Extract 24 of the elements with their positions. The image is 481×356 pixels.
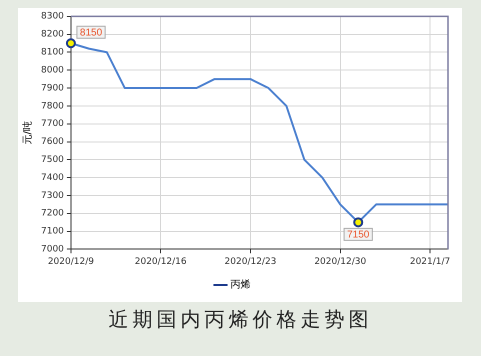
y-axis-title: 元/吨 (22, 121, 34, 144)
data-label: 8150 (80, 28, 103, 39)
y-tick-label: 8100 (41, 48, 64, 58)
y-tick-label: 7300 (41, 190, 64, 201)
y-tick-label: 8300 (41, 12, 64, 22)
x-tick-label: 2020/12/23 (224, 256, 276, 267)
y-tick-label: 7400 (41, 172, 64, 183)
y-tick-label: 7100 (41, 226, 64, 237)
x-tick-label: 2021/1/7 (410, 256, 450, 267)
y-tick-label: 7700 (41, 119, 64, 130)
y-tick-label: 7900 (41, 83, 64, 94)
x-tick-label: 2020/12/30 (314, 256, 366, 267)
y-tick-label: 7600 (41, 137, 64, 148)
y-tick-label: 7800 (41, 101, 64, 112)
y-tick-label: 7200 (41, 208, 64, 219)
x-tick-label: 2020/12/9 (48, 256, 94, 267)
text: 近期国内丙烯价格走势图 (108, 306, 374, 333)
y-tick-label: 7500 (41, 155, 64, 166)
y-tick-label: 8200 (41, 30, 64, 40)
y-tick-label: 8000 (41, 65, 64, 76)
data-label: 7150 (347, 230, 370, 241)
legend-label: 丙烯 (230, 278, 250, 291)
y-tick-label: 7000 (41, 244, 64, 255)
x-tick-label: 2020/12/16 (134, 256, 187, 267)
